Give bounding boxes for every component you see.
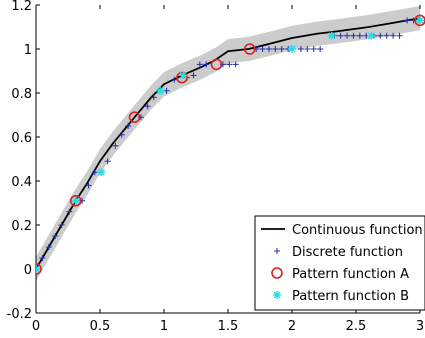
discrete-point bbox=[310, 46, 317, 52]
pattern-a-point bbox=[210, 58, 223, 71]
pattern-b-point bbox=[36, 265, 40, 273]
discrete-point bbox=[66, 208, 73, 215]
discrete-point bbox=[39, 255, 46, 261]
x-tick-label: 2.5 bbox=[346, 319, 367, 334]
discrete-point bbox=[58, 222, 65, 228]
pattern-b-point bbox=[327, 31, 336, 40]
y-tick-label: 0.8 bbox=[11, 87, 32, 102]
y-tick-label: 0.6 bbox=[11, 131, 32, 146]
pattern-a-point bbox=[69, 195, 82, 207]
discrete-point bbox=[356, 32, 363, 39]
x-tick-label: 0.5 bbox=[90, 319, 111, 334]
discrete-point bbox=[171, 76, 178, 83]
discrete-point bbox=[104, 158, 111, 165]
discrete-point bbox=[112, 142, 119, 149]
legend-label: Pattern function A bbox=[292, 267, 409, 282]
x-tick-label: 0 bbox=[32, 319, 40, 334]
discrete-point bbox=[265, 46, 272, 52]
discrete-point bbox=[350, 32, 357, 39]
discrete-point bbox=[304, 46, 311, 52]
discrete-point bbox=[45, 244, 52, 250]
x-tick-label: 3 bbox=[416, 319, 424, 334]
discrete-point bbox=[85, 182, 92, 189]
pattern-a-point bbox=[176, 71, 188, 84]
pattern-a-point bbox=[243, 43, 256, 55]
y-tick-label: 1 bbox=[24, 43, 32, 58]
discrete-point bbox=[344, 32, 351, 39]
discrete-point bbox=[278, 46, 285, 52]
discrete-point bbox=[144, 103, 151, 110]
discrete-point bbox=[383, 32, 390, 39]
pattern-a-point bbox=[128, 111, 141, 123]
discrete-point bbox=[150, 94, 157, 101]
discrete-point bbox=[272, 46, 279, 52]
legend-swatch-discrete bbox=[274, 248, 280, 254]
pattern-b-point bbox=[179, 71, 188, 80]
legend-label: Continuous function bbox=[292, 223, 423, 238]
pattern-b-point bbox=[156, 86, 165, 95]
pattern-b-point bbox=[416, 16, 424, 25]
discrete-point bbox=[317, 46, 324, 52]
discrete-point bbox=[52, 233, 59, 239]
y-tick-label: -0.2 bbox=[7, 307, 32, 322]
discrete-point bbox=[118, 131, 125, 138]
x-tick-label: 1 bbox=[160, 319, 168, 334]
x-tick-label: 2 bbox=[288, 319, 296, 334]
legend-label: Discrete function bbox=[292, 245, 403, 260]
y-tick-label: 0.2 bbox=[11, 219, 32, 234]
pattern-a-point bbox=[414, 14, 425, 27]
x-tick-label: 1.5 bbox=[218, 319, 239, 334]
legend-label: Pattern function B bbox=[292, 289, 409, 304]
pattern-b-point bbox=[288, 45, 296, 53]
discrete-point bbox=[396, 32, 403, 39]
discrete-point bbox=[91, 169, 98, 176]
discrete-point bbox=[163, 87, 170, 94]
legend-box bbox=[254, 215, 425, 311]
discrete-point bbox=[337, 32, 344, 39]
discrete-point bbox=[226, 61, 233, 68]
discrete-point bbox=[232, 61, 239, 68]
legend-swatch-pattern-a bbox=[271, 267, 283, 279]
discrete-point bbox=[196, 61, 203, 68]
pattern-b-point bbox=[367, 31, 376, 40]
discrete-point bbox=[190, 72, 197, 79]
discrete-point bbox=[377, 32, 384, 39]
discrete-point bbox=[404, 17, 411, 24]
discrete-point bbox=[203, 61, 210, 68]
discrete-point bbox=[390, 32, 397, 39]
y-tick-label: 0.4 bbox=[11, 175, 32, 190]
y-tick-label: 0 bbox=[24, 263, 32, 278]
pattern-a-point bbox=[36, 263, 42, 275]
discrete-point bbox=[125, 123, 132, 129]
discrete-point bbox=[297, 46, 304, 52]
discrete-point bbox=[259, 46, 266, 52]
pattern-b-point bbox=[71, 196, 80, 205]
pattern-b-point bbox=[97, 168, 106, 177]
legend-swatch-pattern-b bbox=[273, 291, 281, 299]
y-tick-label: 1.2 bbox=[11, 0, 32, 14]
continuous-function-line bbox=[36, 17, 421, 270]
